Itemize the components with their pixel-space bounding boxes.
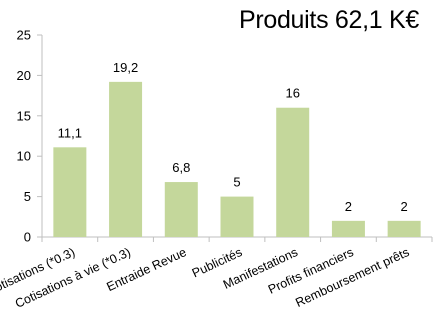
bar: [109, 81, 143, 237]
y-tick-label: 5: [24, 189, 31, 204]
y-tick-label: 15: [17, 108, 31, 123]
y-tick-label: 20: [17, 68, 31, 83]
y-tick-label: 0: [24, 230, 31, 245]
data-label: 11,1: [58, 125, 82, 140]
bar: [276, 107, 310, 237]
data-label: 6,8: [172, 160, 190, 175]
chart-title: Produits 62,1 K€: [238, 6, 419, 34]
bar: [164, 182, 198, 237]
bar: [331, 220, 365, 237]
bar: [53, 147, 87, 237]
data-label: 19,2: [113, 60, 138, 75]
bar: [387, 220, 421, 237]
bar: [220, 196, 254, 237]
data-label: 16: [285, 86, 299, 101]
data-label: 5: [233, 175, 240, 190]
y-tick-label: 10: [17, 149, 31, 164]
data-label: 2: [345, 199, 352, 214]
data-label: 2: [401, 199, 408, 214]
y-tick-label: 25: [17, 28, 31, 43]
